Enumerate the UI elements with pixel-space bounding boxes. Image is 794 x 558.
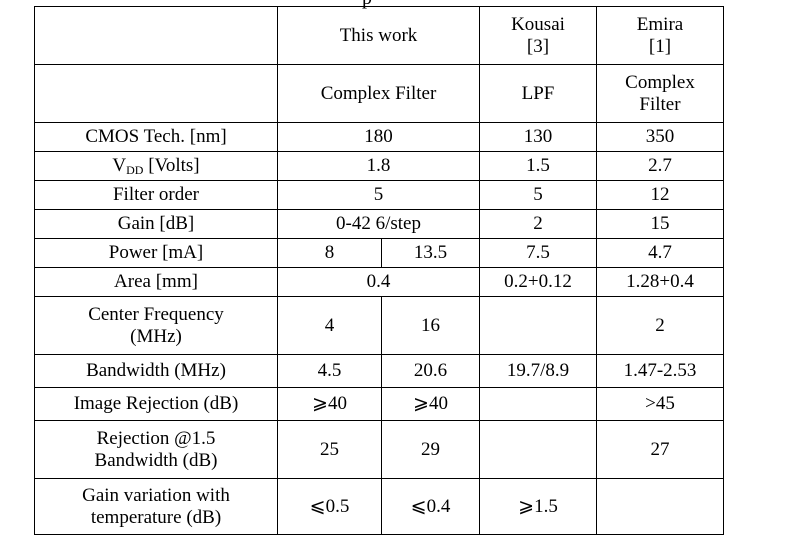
kousai-value bbox=[479, 387, 597, 421]
emira-value: 350 bbox=[596, 122, 724, 152]
header-emira: Emira [1] bbox=[596, 6, 724, 65]
header-empty-cell bbox=[34, 6, 278, 65]
row-label: Filter order bbox=[34, 180, 278, 210]
kousai-value bbox=[479, 420, 597, 479]
kousai-value: 19.7/8.9 bbox=[479, 354, 597, 388]
emira-filter-type-line2: Filter bbox=[639, 93, 681, 115]
this-work-value-a: 4.5 bbox=[277, 354, 382, 388]
table-row-image-rejection: Image Rejection (dB) ⩾40 ⩾40 >45 bbox=[34, 387, 724, 421]
this-work-value-b: 13.5 bbox=[381, 238, 480, 268]
table-row-gain-variation: Gain variation with temperature (dB) ⩽0.… bbox=[34, 478, 724, 535]
emira-value: 15 bbox=[596, 209, 724, 239]
this-work-value: 180 bbox=[277, 122, 480, 152]
emira-filter-type-line1: Complex bbox=[625, 71, 695, 93]
vdd-label-subscript: DD bbox=[126, 163, 144, 177]
kousai-value: 7.5 bbox=[479, 238, 597, 268]
table-row-header: This work Kousai [3] Emira [1] bbox=[34, 6, 724, 65]
row-label-line2: Bandwidth (dB) bbox=[94, 449, 218, 471]
emira-value: 27 bbox=[596, 420, 724, 479]
kousai-value: ⩾1.5 bbox=[479, 478, 597, 535]
header-kousai-name: Kousai bbox=[511, 13, 565, 35]
vdd-label-unit: [Volts] bbox=[143, 155, 200, 176]
emira-value: 4.7 bbox=[596, 238, 724, 268]
this-work-value-b: 29 bbox=[381, 420, 480, 479]
header-emira-name: Emira bbox=[636, 13, 684, 35]
this-work-value-a: 8 bbox=[277, 238, 382, 268]
table-row-center-frequency: Center Frequency (MHz) 4 16 2 bbox=[34, 296, 724, 355]
this-work-value: 0.4 bbox=[277, 267, 480, 297]
table-row-filter-type: Complex Filter LPF Complex Filter bbox=[34, 64, 724, 123]
this-work-value-b: ⩽0.4 bbox=[381, 478, 480, 535]
kousai-filter-type: LPF bbox=[479, 64, 597, 123]
table-row-rejection-bandwidth: Rejection @1.5 Bandwidth (dB) 25 29 27 bbox=[34, 420, 724, 479]
this-work-filter-type: Complex Filter bbox=[277, 64, 480, 123]
filter-type-empty-cell bbox=[34, 64, 278, 123]
row-label: Gain [dB] bbox=[34, 209, 278, 239]
row-label: VDD [Volts] bbox=[34, 151, 278, 181]
header-kousai: Kousai [3] bbox=[479, 6, 597, 65]
header-this-work: This work bbox=[277, 6, 480, 65]
emira-value: 12 bbox=[596, 180, 724, 210]
table-row-filter-order: Filter order 5 5 12 bbox=[34, 180, 724, 210]
row-label: Area [mm] bbox=[34, 267, 278, 297]
row-label-line1: Center Frequency bbox=[88, 303, 224, 325]
this-work-value-a: ⩽0.5 bbox=[277, 478, 382, 535]
table-row-gain: Gain [dB] 0-42 6/step 2 15 bbox=[34, 209, 724, 239]
row-label-line1: Rejection @1.5 bbox=[96, 427, 216, 449]
row-label: CMOS Tech. [nm] bbox=[34, 122, 278, 152]
this-work-value-a: 25 bbox=[277, 420, 382, 479]
row-label-line1: Gain variation with bbox=[82, 484, 230, 506]
this-work-value-a: 4 bbox=[277, 296, 382, 355]
emira-value: 1.28+0.4 bbox=[596, 267, 724, 297]
row-label: Image Rejection (dB) bbox=[34, 387, 278, 421]
emira-value bbox=[596, 478, 724, 535]
table-row-bandwidth: Bandwidth (MHz) 4.5 20.6 19.7/8.9 1.47-2… bbox=[34, 354, 724, 388]
row-label-line2: temperature (dB) bbox=[90, 506, 222, 528]
table-row-vdd: VDD [Volts] 1.8 1.5 2.7 bbox=[34, 151, 724, 181]
table-row-power: Power [mA] 8 13.5 7.5 4.7 bbox=[34, 238, 724, 268]
this-work-value-a: ⩾40 bbox=[277, 387, 382, 421]
row-label: Gain variation with temperature (dB) bbox=[34, 478, 278, 535]
this-work-value: 5 bbox=[277, 180, 480, 210]
this-work-value-b: ⩾40 bbox=[381, 387, 480, 421]
emira-value: 2.7 bbox=[596, 151, 724, 181]
vdd-label-main: V bbox=[112, 155, 127, 176]
kousai-value: 1.5 bbox=[479, 151, 597, 181]
table-row-cmos: CMOS Tech. [nm] 180 130 350 bbox=[34, 122, 724, 152]
this-work-value: 0-42 6/step bbox=[277, 209, 480, 239]
this-work-value-b: 16 bbox=[381, 296, 480, 355]
this-work-value: 1.8 bbox=[277, 151, 480, 181]
emira-value: 1.47-2.53 bbox=[596, 354, 724, 388]
header-emira-ref: [1] bbox=[648, 35, 672, 57]
emira-value: 2 bbox=[596, 296, 724, 355]
row-label: Power [mA] bbox=[34, 238, 278, 268]
table-caption-fragment: p bbox=[362, 0, 372, 8]
row-label: Bandwidth (MHz) bbox=[34, 354, 278, 388]
row-label-line2: (MHz) bbox=[130, 325, 182, 347]
kousai-value: 5 bbox=[479, 180, 597, 210]
kousai-value: 130 bbox=[479, 122, 597, 152]
row-label: Center Frequency (MHz) bbox=[34, 296, 278, 355]
emira-filter-type: Complex Filter bbox=[596, 64, 724, 123]
comparison-table: This work Kousai [3] Emira [1] Complex F… bbox=[34, 6, 724, 535]
emira-value: >45 bbox=[596, 387, 724, 421]
kousai-value bbox=[479, 296, 597, 355]
table-row-area: Area [mm] 0.4 0.2+0.12 1.28+0.4 bbox=[34, 267, 724, 297]
header-kousai-ref: [3] bbox=[526, 35, 550, 57]
row-label: Rejection @1.5 Bandwidth (dB) bbox=[34, 420, 278, 479]
kousai-value: 0.2+0.12 bbox=[479, 267, 597, 297]
this-work-value-b: 20.6 bbox=[381, 354, 480, 388]
kousai-value: 2 bbox=[479, 209, 597, 239]
